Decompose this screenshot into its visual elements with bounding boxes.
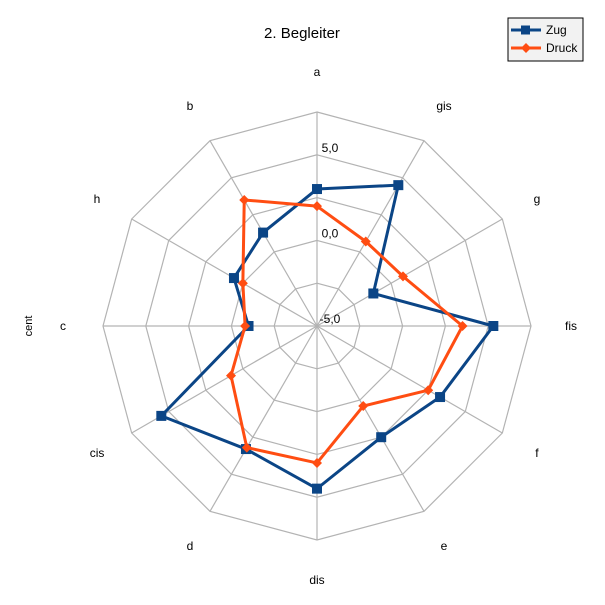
chart-title: 2. Begleiter xyxy=(264,25,340,42)
data-point xyxy=(360,236,371,247)
legend: Zug Druck xyxy=(507,17,584,62)
legend-label: Zug xyxy=(546,23,567,37)
category-label: e xyxy=(441,539,448,553)
data-point xyxy=(228,273,239,284)
series-druck xyxy=(226,194,468,468)
legend-marker xyxy=(521,25,530,35)
category-label: d xyxy=(187,539,194,553)
tick-label: 5,0 xyxy=(322,141,339,155)
data-point xyxy=(457,321,468,331)
legend-marker xyxy=(521,43,531,53)
category-label: b xyxy=(187,99,194,113)
data-point xyxy=(258,227,269,238)
radial-tick-labels: 5,0 0,0 -5,0 xyxy=(320,141,341,326)
grid-spoke xyxy=(316,325,425,512)
data-point xyxy=(241,442,252,453)
data-point xyxy=(312,483,322,494)
data-point xyxy=(397,271,408,282)
series-layer xyxy=(156,180,499,494)
data-point xyxy=(376,432,387,443)
category-label: g xyxy=(534,192,541,206)
legend-entry: Zug xyxy=(511,23,567,37)
series-line xyxy=(229,198,465,465)
data-point xyxy=(358,401,369,412)
legend-entry: Druck xyxy=(511,41,578,55)
category-labels: a gis g fis f e dis d cis c h b xyxy=(60,65,577,587)
legend-label: Druck xyxy=(546,41,578,55)
legend-box xyxy=(507,17,584,62)
data-point xyxy=(368,288,379,299)
tick-label: 0,0 xyxy=(322,226,339,240)
tick-label: -5,0 xyxy=(320,312,341,326)
grid-spoke xyxy=(131,218,318,327)
data-point xyxy=(312,201,322,212)
category-label: gis xyxy=(436,99,451,113)
category-label: f xyxy=(535,446,539,460)
grid-spoke xyxy=(316,140,425,327)
data-point xyxy=(226,370,237,381)
data-point xyxy=(488,321,499,331)
data-point xyxy=(435,392,446,403)
data-point xyxy=(156,410,167,421)
category-label: h xyxy=(94,192,101,206)
category-label: a xyxy=(314,65,321,79)
data-point xyxy=(393,180,404,191)
data-point xyxy=(423,385,434,396)
category-label: fis xyxy=(565,319,577,333)
data-point xyxy=(312,457,322,468)
grid-spoke xyxy=(316,325,503,434)
category-label: cis xyxy=(90,446,105,460)
grid-spoke xyxy=(316,218,503,327)
category-label: c xyxy=(60,319,66,333)
grid-spoke xyxy=(209,325,318,512)
data-point xyxy=(237,278,248,289)
data-point xyxy=(240,321,251,331)
category-label: dis xyxy=(309,573,324,587)
unit-label: cent xyxy=(23,316,35,337)
data-point xyxy=(239,194,250,205)
data-point xyxy=(312,184,322,195)
